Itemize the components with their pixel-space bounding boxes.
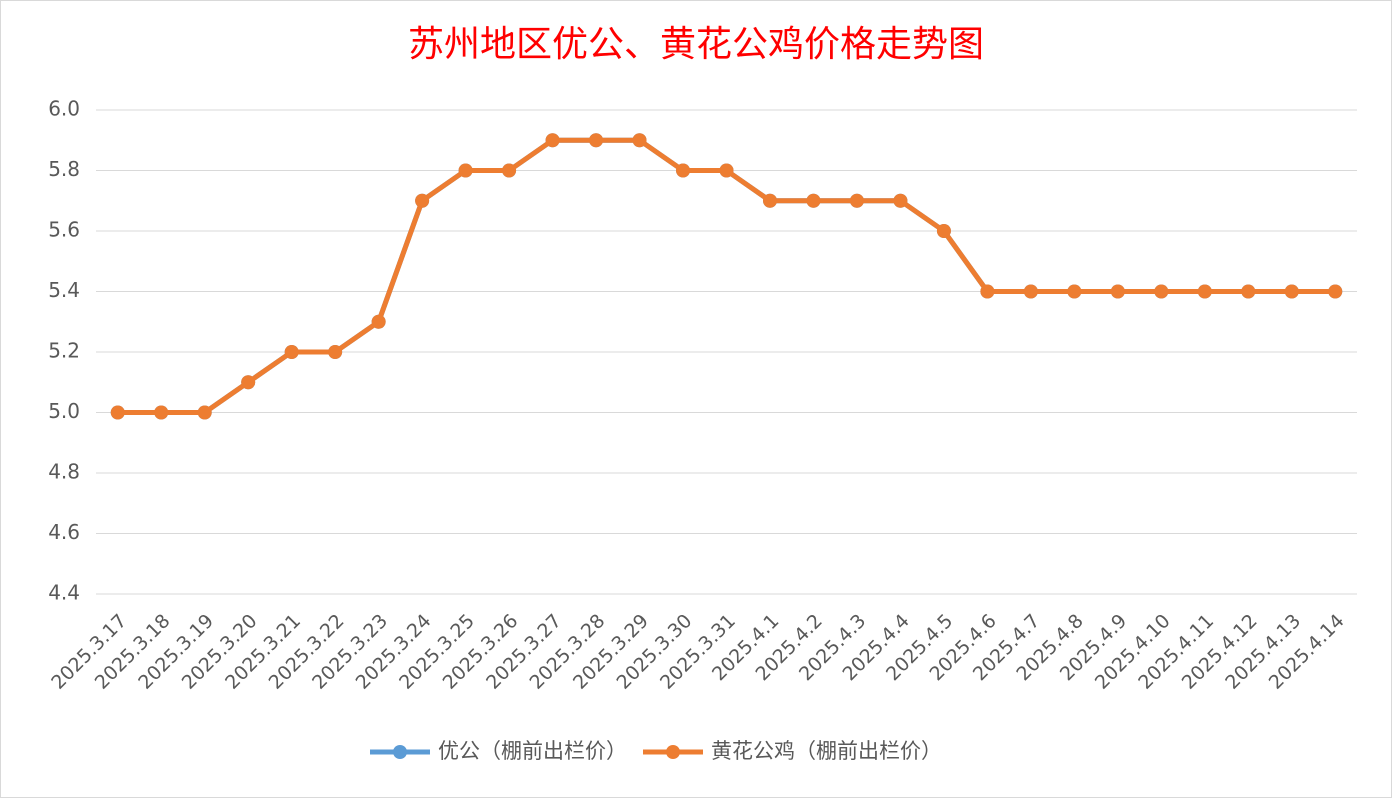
data-point — [1154, 284, 1169, 299]
data-point — [415, 193, 430, 208]
data-point — [197, 405, 212, 420]
y-tick-label: 5.2 — [48, 339, 80, 363]
y-tick-label: 6.0 — [48, 97, 80, 121]
data-point — [1110, 284, 1125, 299]
data-point — [936, 224, 951, 238]
y-tick-label: 5.8 — [48, 157, 80, 181]
data-point — [371, 314, 386, 329]
y-tick-label: 4.4 — [48, 581, 80, 605]
data-point — [1328, 284, 1343, 299]
data-point — [1197, 284, 1212, 299]
legend-marker — [393, 745, 407, 759]
legend-marker — [666, 745, 680, 759]
data-point — [284, 345, 299, 359]
data-point — [1023, 284, 1038, 299]
data-point — [893, 193, 908, 208]
y-tick-label: 5.0 — [48, 399, 80, 423]
y-tick-label: 4.8 — [48, 460, 80, 484]
legend-label: 黄花公鸡（棚前出栏价） — [711, 739, 942, 763]
data-point — [719, 163, 734, 178]
data-point — [676, 163, 691, 178]
data-point — [502, 163, 517, 178]
y-tick-label: 4.6 — [48, 520, 80, 544]
data-point — [806, 193, 821, 208]
data-point — [545, 133, 560, 148]
y-tick-label: 5.6 — [48, 218, 80, 242]
data-point — [110, 405, 125, 420]
data-point — [154, 405, 169, 420]
data-point — [762, 193, 777, 208]
data-point — [241, 375, 256, 390]
data-point — [458, 163, 473, 178]
y-tick-label: 5.4 — [48, 278, 80, 302]
data-point — [1284, 284, 1299, 299]
data-point — [1067, 284, 1082, 299]
data-point — [589, 133, 604, 148]
data-point — [632, 133, 647, 148]
data-point — [849, 193, 864, 208]
data-point — [980, 284, 995, 299]
data-point — [328, 345, 343, 359]
legend-label: 优公（棚前出栏价） — [438, 739, 627, 763]
data-point — [1241, 284, 1256, 299]
chart-title: 苏州地区优公、黄花公鸡价格走势图 — [408, 24, 984, 65]
